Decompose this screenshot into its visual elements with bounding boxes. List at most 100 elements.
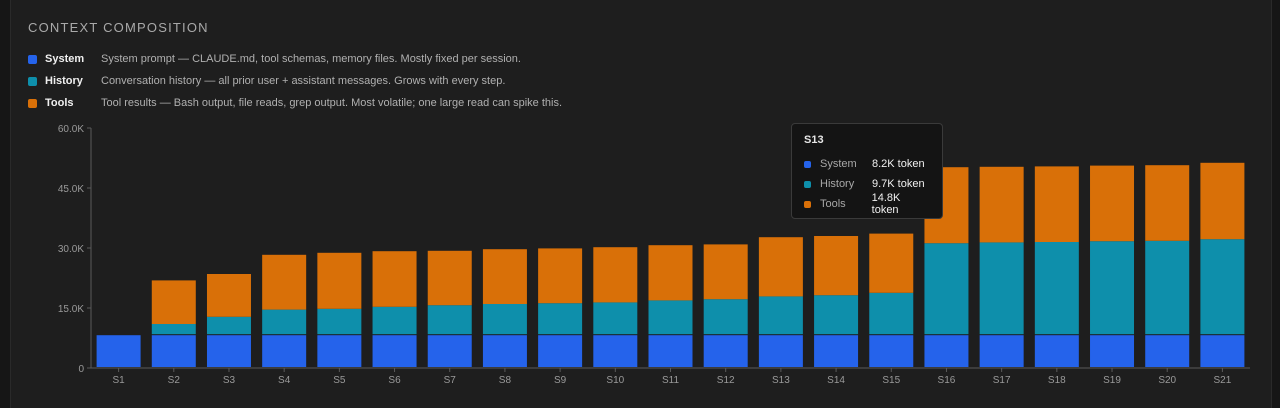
tooltip-label: System: [820, 158, 857, 170]
bar-segment-history: [538, 303, 583, 335]
bar-segment-history: [869, 292, 914, 335]
bar-segment-tools: [427, 250, 472, 306]
bar-segment-tools: [593, 247, 638, 303]
history-swatch: [28, 76, 37, 86]
bar-segment-tools: [262, 254, 307, 310]
bar-segment-history: [317, 308, 362, 335]
x-tick-label: S20: [1158, 375, 1176, 386]
bar-segment-system: [979, 335, 1024, 367]
bar-segment-history: [758, 296, 803, 335]
x-tick-label: S18: [1048, 375, 1066, 386]
bar-segment-history: [1200, 239, 1245, 335]
bar-segment-system: [427, 335, 472, 367]
tools-swatch: [804, 200, 811, 208]
legend-item-system: System System prompt — CLAUDE.md, tool s…: [28, 48, 562, 70]
bar-segment-system: [538, 335, 583, 367]
bar-segment-history: [924, 243, 969, 335]
bar-segment-system: [593, 335, 638, 367]
bar-segment-history: [1034, 242, 1079, 335]
x-tick-label: S13: [772, 375, 790, 386]
x-tick-label: S11: [662, 375, 679, 386]
bar-segment-history: [482, 304, 527, 335]
bar-segment-history: [372, 306, 417, 335]
bar-segment-history: [814, 295, 859, 335]
bar-segment-tools: [758, 237, 803, 297]
bar-segment-system: [869, 335, 914, 367]
bar-segment-tools: [869, 233, 914, 293]
bar-segment-history: [1090, 241, 1135, 335]
tooltip-value: 9.7K token: [872, 178, 925, 190]
bar-segment-history: [206, 316, 251, 335]
bar-segment-history: [427, 305, 472, 335]
bar-segment-tools: [1145, 165, 1190, 241]
y-tick-label: 15.0K: [58, 304, 84, 315]
bar-segment-tools: [482, 249, 527, 304]
bar-segment-system: [262, 335, 307, 367]
bar-segment-system: [372, 335, 417, 367]
bar-segment-tools: [703, 244, 748, 300]
tools-swatch: [28, 98, 37, 108]
bar-segment-system: [317, 335, 362, 367]
y-tick-label: 0: [78, 364, 84, 375]
bar-segment-history: [593, 302, 638, 335]
system-swatch: [804, 160, 811, 168]
system-swatch: [28, 54, 37, 64]
x-tick-label: S17: [993, 375, 1011, 386]
bar-segment-system: [758, 335, 803, 367]
history-swatch: [804, 180, 811, 188]
bar-segment-system: [1145, 335, 1190, 367]
bar-segment-system: [703, 335, 748, 367]
x-tick-label: S10: [606, 375, 624, 386]
bar-segment-system: [1034, 335, 1079, 367]
y-tick-label: 60.0K: [58, 124, 84, 135]
legend-item-tools: Tools Tool results — Bash output, file r…: [28, 92, 562, 114]
x-tick-label: S14: [827, 375, 845, 386]
bar-segment-history: [703, 299, 748, 335]
tooltip-title: S13: [804, 134, 824, 146]
x-tick-label: S2: [168, 375, 181, 386]
legend: System System prompt — CLAUDE.md, tool s…: [28, 48, 562, 114]
bar-segment-system: [648, 335, 693, 367]
tooltip-row-history: History 9.7K token: [804, 174, 930, 194]
x-tick-label: S3: [223, 375, 236, 386]
bar-segment-system: [96, 335, 141, 367]
bar-segment-system: [1090, 335, 1135, 367]
bar-segment-system: [924, 335, 969, 367]
bar-segment-tools: [1200, 162, 1245, 240]
tooltip-value: 8.2K token: [872, 158, 925, 170]
tooltip: S13 System 8.2K token History 9.7K token…: [791, 123, 943, 219]
bar-segment-tools: [648, 245, 693, 301]
x-tick-label: S5: [333, 375, 346, 386]
bar-segment-system: [482, 335, 527, 367]
bar-segment-history: [979, 242, 1024, 335]
legend-desc: Tool results — Bash output, file reads, …: [101, 97, 563, 109]
x-tick-label: S6: [388, 375, 401, 386]
bar-segment-history: [648, 300, 693, 335]
y-tick-label: 45.0K: [58, 184, 84, 195]
x-tick-label: S15: [882, 375, 900, 386]
legend-name: System: [45, 53, 85, 65]
bar-segment-tools: [538, 248, 583, 304]
legend-desc: Conversation history — all prior user + …: [101, 75, 506, 87]
bar-segment-tools: [206, 274, 251, 317]
bar-segment-tools: [317, 252, 362, 309]
tooltip-label: History: [820, 178, 855, 190]
x-tick-label: S8: [499, 375, 512, 386]
tooltip-row-tools: Tools 14.8K token: [804, 192, 930, 216]
x-tick-label: S16: [938, 375, 956, 386]
legend-name: Tools: [45, 97, 74, 109]
bar-segment-system: [206, 335, 251, 367]
x-tick-label: S12: [717, 375, 735, 386]
tooltip-row-system: System 8.2K token: [804, 154, 930, 174]
bar-segment-tools: [979, 166, 1024, 243]
x-tick-label: S7: [444, 375, 457, 386]
bar-segment-history: [1145, 240, 1190, 335]
legend-item-history: History Conversation history — all prior…: [28, 70, 562, 92]
tooltip-value: 14.8K token: [871, 192, 901, 216]
bar-segment-system: [151, 335, 196, 367]
tooltip-label: Tools: [819, 198, 846, 210]
legend-desc: System prompt — CLAUDE.md, tool schemas,…: [101, 53, 521, 65]
bar-segment-system: [1200, 335, 1245, 367]
bar-segment-tools: [372, 251, 417, 307]
